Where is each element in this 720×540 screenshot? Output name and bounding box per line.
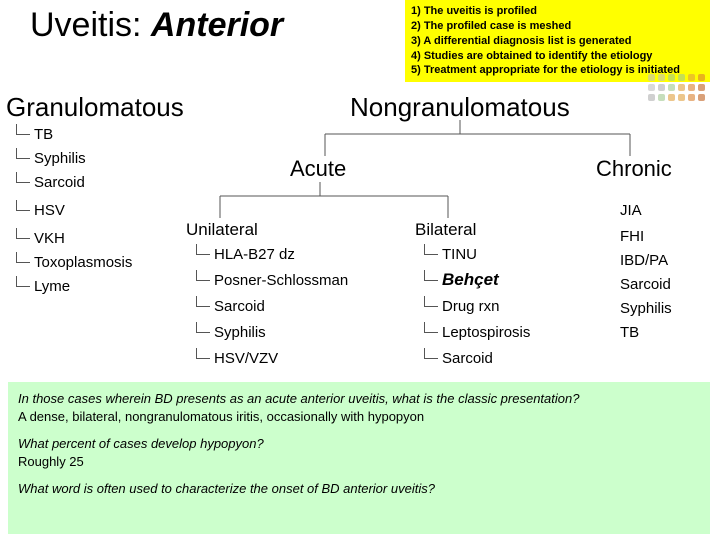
- tree-tick: [424, 348, 440, 358]
- bilateral-item-behcet: Behçet: [442, 270, 499, 290]
- bilateral-item: Leptospirosis: [442, 324, 530, 341]
- granulomatous-item: TB: [34, 126, 53, 143]
- qa-a2: Roughly 25: [18, 454, 84, 469]
- tree-tick: [424, 322, 440, 332]
- tree-tick: [196, 348, 212, 358]
- nongranulomatous-heading: Nongranulomatous: [350, 92, 570, 123]
- tree-tick: [424, 270, 440, 280]
- tree-tick: [16, 200, 32, 210]
- granulomatous-item: VKH: [34, 230, 65, 247]
- acute-heading: Acute: [290, 156, 346, 182]
- granulomatous-item: Syphilis: [34, 150, 86, 167]
- workup-line: 2) The profiled case is meshed: [411, 19, 704, 34]
- chronic-item: Sarcoid: [620, 276, 671, 293]
- bilateral-item: Drug rxn: [442, 298, 500, 315]
- qa-q1: In those cases wherein BD presents as an…: [18, 391, 579, 406]
- unilateral-item: Posner-Schlossman: [214, 272, 348, 289]
- tree-tick: [16, 148, 32, 158]
- unilateral-heading: Unilateral: [186, 220, 258, 240]
- qa-a1: A dense, bilateral, nongranulomatous iri…: [18, 409, 424, 424]
- page-title: Uveitis: Anterior: [30, 6, 283, 45]
- unilateral-item: Syphilis: [214, 324, 266, 341]
- granulomatous-item: Toxoplasmosis: [34, 254, 132, 271]
- chronic-item: Syphilis: [620, 300, 672, 317]
- bilateral-item: Sarcoid: [442, 350, 493, 367]
- qa-box: In those cases wherein BD presents as an…: [8, 382, 710, 534]
- workup-box: 1) The uveitis is profiled 2) The profil…: [405, 0, 710, 82]
- chronic-item: FHI: [620, 228, 644, 245]
- tree-tick: [196, 322, 212, 332]
- granulomatous-item: Sarcoid: [34, 174, 85, 191]
- unilateral-item: Sarcoid: [214, 298, 265, 315]
- tree-tick: [16, 276, 32, 286]
- tree-tick: [196, 244, 212, 254]
- tree-tick: [16, 228, 32, 238]
- unilateral-item: HLA-B27 dz: [214, 246, 295, 263]
- tree-tick: [16, 252, 32, 262]
- chronic-heading: Chronic: [596, 156, 672, 182]
- qa-q2: What percent of cases develop hypopyon?: [18, 436, 264, 451]
- qa-q3: What word is often used to characterize …: [18, 481, 435, 496]
- tree-tick: [16, 172, 32, 182]
- tree-tick: [16, 124, 32, 134]
- title-italic: Anterior: [151, 6, 283, 44]
- workup-line: 1) The uveitis is profiled: [411, 4, 704, 19]
- chronic-item: TB: [620, 324, 639, 341]
- granulomatous-item: Lyme: [34, 278, 70, 295]
- granulomatous-item: HSV: [34, 202, 65, 219]
- workup-line: 3) A differential diagnosis list is gene…: [411, 34, 704, 49]
- bilateral-item: TINU: [442, 246, 477, 263]
- chronic-item: JIA: [620, 202, 642, 219]
- unilateral-item: HSV/VZV: [214, 350, 278, 367]
- nongranulomatous-branch: [300, 120, 640, 180]
- tree-tick: [196, 270, 212, 280]
- corner-decoration: [648, 74, 706, 102]
- granulomatous-heading: Granulomatous: [6, 92, 184, 123]
- chronic-item: IBD/PA: [620, 252, 668, 269]
- tree-tick: [424, 296, 440, 306]
- title-plain: Uveitis:: [30, 6, 151, 44]
- tree-tick: [424, 244, 440, 254]
- workup-line: 4) Studies are obtained to identify the …: [411, 49, 704, 64]
- tree-tick: [196, 296, 212, 306]
- bilateral-heading: Bilateral: [415, 220, 476, 240]
